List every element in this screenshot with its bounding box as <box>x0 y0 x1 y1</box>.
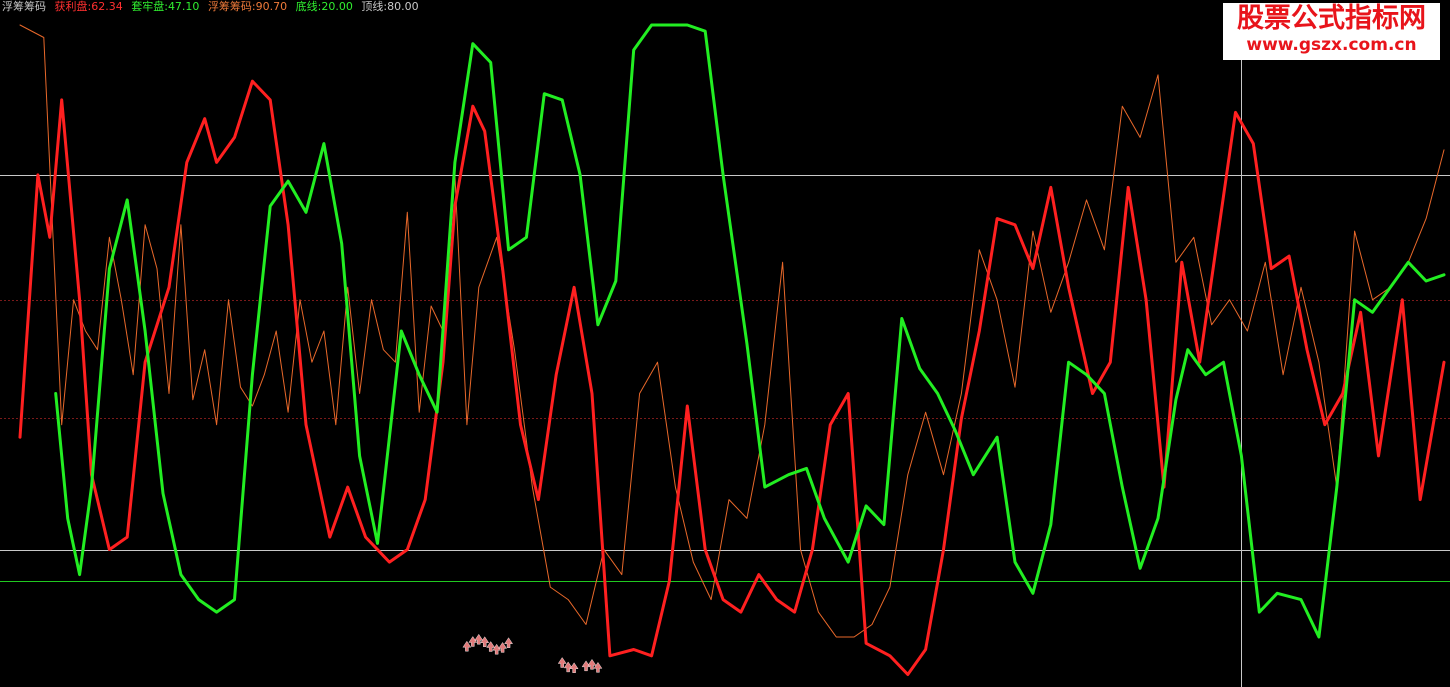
legend-trapped: 套牢盘:47.10 <box>131 0 199 13</box>
legend-top-value: 80.00 <box>387 0 419 13</box>
watermark-title: 股票公式指标网 <box>1237 3 1426 34</box>
legend-bottom-label: 底线: <box>295 0 322 13</box>
legend-profit: 获利盘:62.34 <box>55 0 123 13</box>
arrow-mark-2-96 <box>587 658 597 670</box>
chart-series <box>18 23 1446 676</box>
arrow-mark-0-78 <box>480 636 490 647</box>
legend-float: 浮筹筹码:90.70 <box>208 0 287 13</box>
indicator-legend: 浮筹筹码 获利盘:62.34 套牢盘:47.10 浮筹筹码:90.70 底线:2… <box>2 0 424 13</box>
legend-top-label: 顶线: <box>361 0 388 13</box>
arrow-mark-2-95 <box>581 660 591 672</box>
arrow-mark-1-92 <box>563 661 573 673</box>
arrow-mark-1-93 <box>569 662 579 673</box>
legend-profit-value: 62.34 <box>91 0 123 13</box>
legend-trapped-label: 套牢盘: <box>131 0 168 13</box>
arrow-mark-2-97 <box>593 662 603 673</box>
arrow-mark-1-91 <box>557 657 567 668</box>
series-profit-line <box>18 79 1446 676</box>
indicator-name: 浮筹筹码 <box>2 0 46 13</box>
arrow-mark-0-79 <box>486 641 496 652</box>
arrow-mark-0-77 <box>474 633 484 645</box>
series-float-line <box>19 24 1445 638</box>
series-trapped-line <box>54 23 1446 639</box>
arrow-mark-0-80 <box>492 643 502 655</box>
legend-profit-label: 获利盘: <box>54 0 92 13</box>
arrow-mark-0-76 <box>468 636 478 647</box>
legend-bottom-value: 20.00 <box>321 0 353 13</box>
buy-arrow-marks <box>462 633 603 673</box>
watermark-url: www.gszx.com.cn <box>1246 35 1417 55</box>
arrow-mark-0-82 <box>504 637 513 648</box>
legend-float-label: 浮筹筹码: <box>207 0 256 13</box>
legend-trapped-value: 47.10 <box>167 0 200 13</box>
legend-top: 顶线:80.00 <box>361 0 418 13</box>
site-watermark: 股票公式指标网 www.gszx.com.cn <box>1223 3 1440 60</box>
legend-bottom: 底线:20.00 <box>296 0 353 13</box>
legend-float-value: 90.70 <box>255 0 288 13</box>
arrow-mark-0-75 <box>462 640 472 652</box>
arrow-mark-0-81 <box>498 642 507 653</box>
